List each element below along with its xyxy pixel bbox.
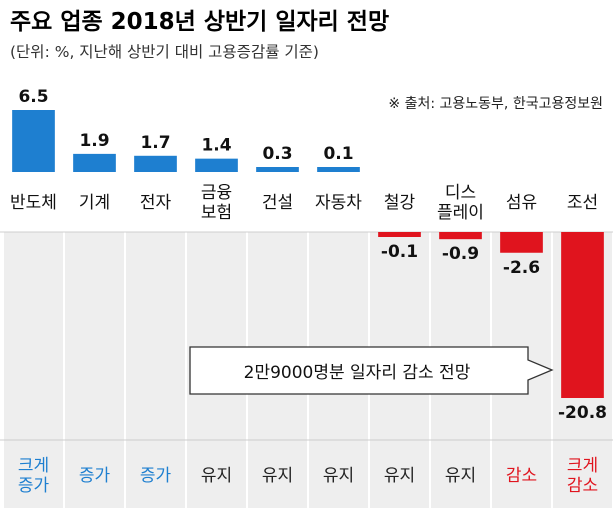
category-label: 금융 bbox=[201, 183, 232, 203]
category-label: 전자 bbox=[140, 193, 172, 213]
bar-4 bbox=[195, 158, 238, 172]
outlook-label: 증가 bbox=[79, 466, 111, 486]
column-band bbox=[4, 232, 63, 508]
category-label: 철강 bbox=[384, 193, 416, 213]
value-label: 1.9 bbox=[79, 131, 109, 151]
value-label: -2.6 bbox=[503, 258, 540, 278]
outlook-label: 유지 bbox=[262, 466, 293, 486]
outlook-label: 증가 bbox=[140, 466, 172, 486]
category-label: 자동차 bbox=[315, 193, 362, 213]
category-label: 플레이 bbox=[437, 203, 484, 223]
value-label: -0.9 bbox=[442, 244, 479, 264]
bar-5 bbox=[256, 167, 299, 172]
value-label: 0.1 bbox=[323, 144, 353, 164]
outlook-label: 크게 bbox=[567, 456, 598, 476]
value-label: -0.1 bbox=[381, 242, 418, 262]
callout-box: 2만9000명분 일자리 감소 전망 bbox=[189, 346, 554, 395]
outlook-label: 유지 bbox=[201, 466, 232, 486]
category-label: 섬유 bbox=[506, 193, 537, 213]
category-label: 디스 bbox=[445, 183, 476, 203]
value-label: 1.7 bbox=[140, 133, 170, 153]
value-label: 1.4 bbox=[201, 136, 231, 156]
value-label: -20.8 bbox=[558, 403, 607, 423]
column-band bbox=[65, 232, 124, 508]
category-label: 건설 bbox=[262, 193, 293, 213]
category-label: 기계 bbox=[79, 193, 110, 213]
value-labels-group: 6.5 1.9 1.7 1.4 0.3 0.1 -0.1 -0.9 -2.6 -20.8 bbox=[18, 87, 607, 423]
callout-text: 2만9000명분 일자리 감소 전망 bbox=[244, 363, 471, 383]
bar-1 bbox=[12, 110, 55, 172]
bar-10 bbox=[561, 232, 604, 398]
bar-2 bbox=[73, 153, 116, 172]
bar-9 bbox=[500, 232, 543, 253]
outlook-label: 크게 bbox=[18, 456, 49, 476]
outlook-label: 유지 bbox=[445, 466, 476, 486]
category-label: 보험 bbox=[201, 203, 232, 223]
bar-3 bbox=[134, 155, 177, 172]
outlook-label: 감소 bbox=[506, 466, 537, 486]
outlook-label: 유지 bbox=[323, 466, 354, 486]
outlook-label: 증가 bbox=[18, 476, 50, 496]
bar-6 bbox=[317, 167, 360, 172]
bar-8 bbox=[439, 232, 482, 240]
column-band bbox=[126, 232, 185, 508]
bar-7 bbox=[378, 232, 421, 237]
chart-subtitle: (단위: %, 지난해 상반기 대비 고용증감률 기준) bbox=[10, 43, 319, 61]
value-label: 6.5 bbox=[18, 87, 48, 107]
callout-border bbox=[189, 346, 554, 395]
outlook-label: 유지 bbox=[384, 466, 415, 486]
bars-group bbox=[12, 110, 604, 398]
source-note: ※ 출처: 고용노동부, 한국고용정보원 bbox=[388, 96, 603, 112]
category-label: 조선 bbox=[567, 193, 598, 213]
value-label: 0.3 bbox=[262, 144, 292, 164]
outlook-label: 감소 bbox=[567, 476, 598, 496]
category-label: 반도체 bbox=[10, 193, 57, 213]
chart-title: 주요 업종 2018년 상반기 일자리 전망 bbox=[10, 9, 389, 35]
